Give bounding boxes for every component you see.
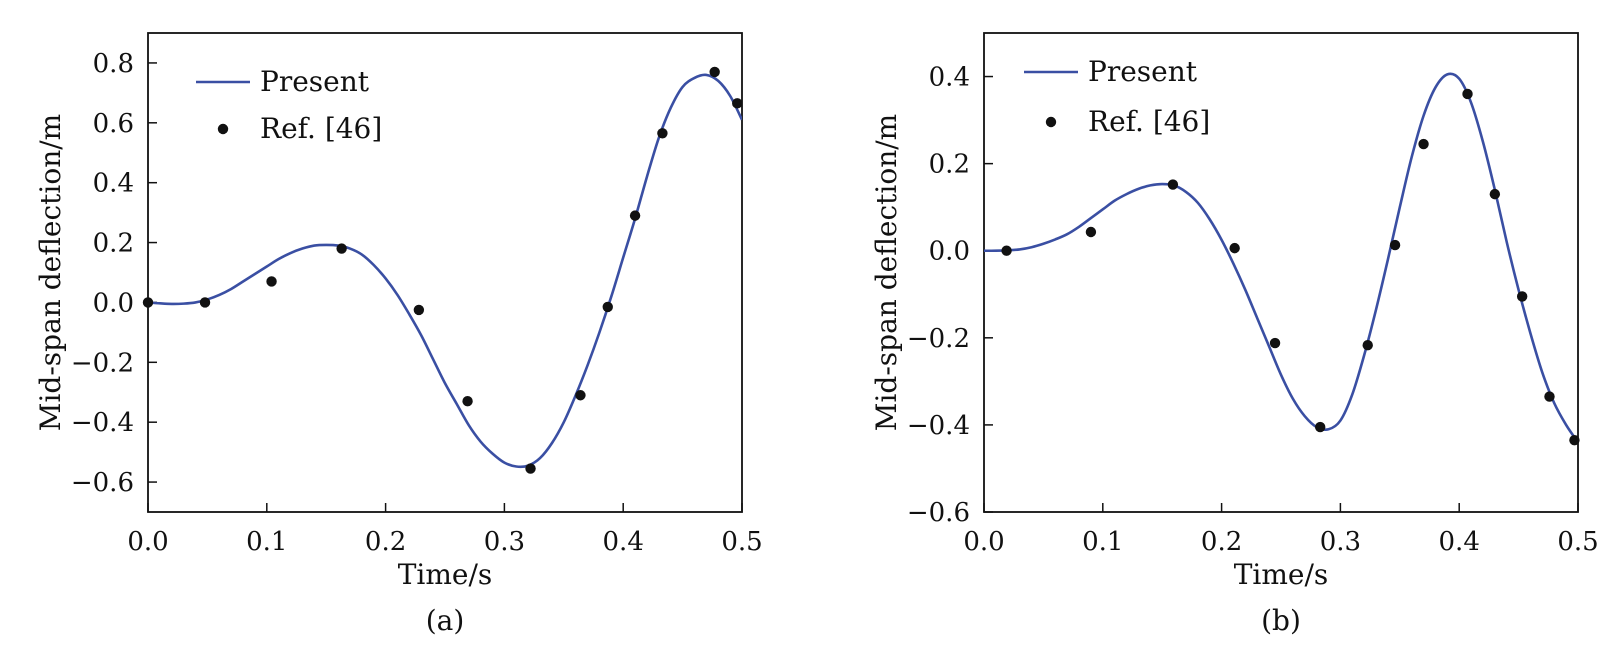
- data-point-ref: [266, 276, 277, 287]
- legend-label-ref: Ref. [46]: [260, 112, 382, 145]
- x-tick-label: 0.4: [1439, 527, 1480, 557]
- y-axis-label: Mid-span deflection/m: [870, 114, 903, 431]
- data-point-ref: [1269, 337, 1281, 349]
- data-point-ref: [1315, 421, 1326, 433]
- y-tick-label: −0.2: [907, 324, 970, 354]
- data-point-ref: [732, 98, 743, 109]
- x-tick-label: 0.2: [1201, 527, 1242, 557]
- x-tick-label: 0.5: [721, 527, 762, 557]
- x-axis-label: Time/s: [1234, 558, 1329, 591]
- data-point-ref: [413, 304, 425, 316]
- y-tick-label: 0.4: [929, 63, 970, 93]
- x-tick-label: 0.4: [603, 527, 644, 557]
- data-point-ref: [602, 301, 613, 313]
- data-point-ref: [199, 297, 211, 308]
- x-tick-label: 0.0: [127, 527, 168, 557]
- data-point-ref: [1229, 242, 1240, 254]
- legend-marker-swatch: [1045, 116, 1057, 128]
- y-tick-label: 0.2: [929, 150, 970, 180]
- data-point-ref: [1489, 188, 1501, 200]
- plot-frame: [983, 32, 1579, 513]
- data-point-ref: [1569, 434, 1580, 446]
- data-point-ref: [1389, 239, 1401, 251]
- y-tick-label: −0.6: [71, 468, 134, 498]
- chart-panel-a: 0.0 0.1 0.2 0.3 0.4 0.5 −0.6 −0.4 −0.2 0.0 0.2 0.4 0…: [34, 32, 763, 637]
- x-tick-label: 0.1: [246, 527, 287, 557]
- x-tick-label: 0.3: [484, 527, 525, 557]
- data-point-ref: [1462, 88, 1473, 100]
- data-point-ref: [1418, 138, 1429, 150]
- y-tick-label: −0.6: [907, 498, 970, 528]
- x-tick-label: 0.3: [1320, 527, 1361, 557]
- y-tick-label: −0.4: [71, 408, 134, 438]
- x-tick-label: 0.5: [1557, 527, 1598, 557]
- chart-panel-b: 0.0 0.1 0.2 0.3 0.4 0.5 −0.6 −0.4 −0.2 0.0 0.2 0.4 T…: [870, 32, 1599, 637]
- y-tick-label: 0.0: [93, 288, 134, 318]
- y-tick-label: 0.0: [929, 237, 970, 267]
- legend-marker-swatch: [217, 123, 229, 135]
- data-point-ref: [1167, 179, 1179, 190]
- data-point-ref: [142, 297, 154, 308]
- data-point-ref: [525, 463, 536, 474]
- data-point-ref: [1516, 291, 1528, 302]
- y-tick-label: 0.4: [93, 169, 134, 199]
- data-point-ref: [1001, 245, 1012, 256]
- data-point-ref: [1085, 226, 1097, 238]
- y-tick-label: 0.2: [93, 229, 134, 259]
- y-tick-label: −0.2: [71, 348, 134, 378]
- panel-label: (b): [1261, 604, 1301, 637]
- legend-label-present: Present: [1088, 55, 1198, 88]
- data-point-ref: [629, 210, 641, 221]
- series-line-present: [984, 72, 1578, 444]
- plot-frame: [147, 32, 743, 513]
- data-point-ref: [709, 66, 720, 78]
- y-axis-label: Mid-span deflection/m: [34, 114, 67, 431]
- legend-label-ref: Ref. [46]: [1088, 105, 1210, 138]
- series-line-present: [148, 73, 742, 469]
- legend-label-present: Present: [260, 65, 370, 98]
- panel-label: (a): [426, 604, 465, 637]
- x-tick-label: 0.1: [1082, 527, 1123, 557]
- x-axis-label: Time/s: [398, 558, 493, 591]
- data-point-ref: [575, 390, 586, 401]
- data-point-ref: [657, 128, 668, 139]
- data-point-ref: [1544, 391, 1555, 402]
- y-tick-label: 0.6: [93, 109, 134, 139]
- y-tick-label: −0.4: [907, 411, 970, 441]
- x-tick-label: 0.0: [963, 527, 1004, 557]
- x-tick-label: 0.2: [365, 527, 406, 557]
- data-point-ref: [462, 396, 473, 407]
- data-point-ref: [1362, 340, 1373, 351]
- data-point-ref: [336, 243, 347, 254]
- y-tick-label: 0.8: [93, 49, 134, 79]
